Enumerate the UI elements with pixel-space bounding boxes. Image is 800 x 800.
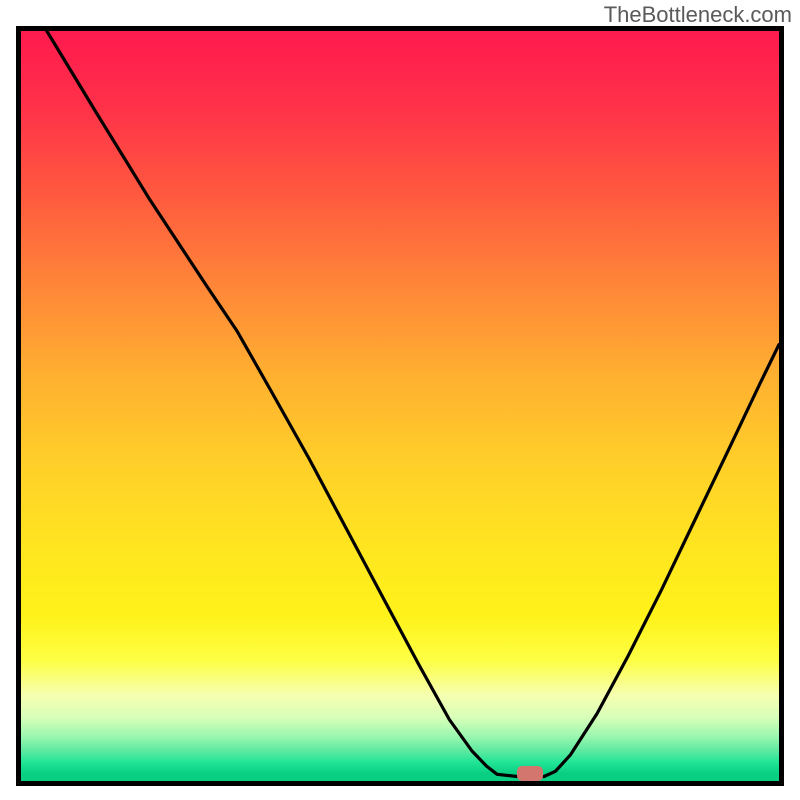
optimal-point-marker <box>517 766 543 781</box>
plot-area <box>21 31 779 781</box>
watermark-text: TheBottleneck.com <box>604 2 792 28</box>
